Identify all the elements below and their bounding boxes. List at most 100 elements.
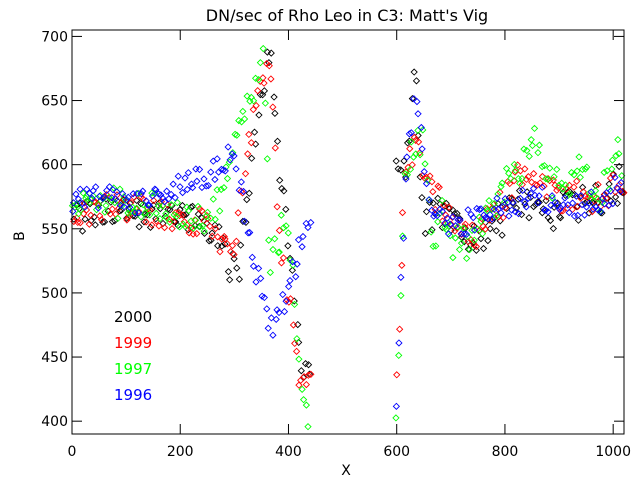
data-point-diamond <box>200 175 208 183</box>
data-point-diamond <box>585 209 593 217</box>
data-point-diamond <box>528 141 537 150</box>
data-point-diamond <box>226 156 234 164</box>
legend-entry-2000: 2000 <box>114 308 152 326</box>
data-point-diamond <box>496 188 504 196</box>
data-point-diamond <box>109 186 117 194</box>
data-point-diamond <box>414 138 423 146</box>
data-point-diamond <box>273 203 281 211</box>
data-point-diamond <box>605 180 613 188</box>
data-point-diamond <box>187 224 195 232</box>
data-point-diamond <box>137 190 145 198</box>
data-point-diamond <box>280 187 288 195</box>
y-tick-label: 500 <box>41 286 68 302</box>
data-point-diamond <box>485 197 493 205</box>
data-point-diamond <box>613 199 622 208</box>
data-point-diamond <box>111 198 119 207</box>
data-point-diamond <box>480 211 488 219</box>
data-point-diamond <box>260 87 269 95</box>
data-point-diamond <box>585 199 593 207</box>
data-point-diamond <box>460 230 468 238</box>
data-point-diamond <box>425 196 433 204</box>
data-point-diamond <box>421 160 429 168</box>
data-point-diamond <box>555 181 563 190</box>
data-point-diamond <box>399 234 408 242</box>
data-point-diamond <box>74 195 83 203</box>
data-point-diamond <box>94 204 102 212</box>
data-point-diamond <box>463 254 471 263</box>
data-point-diamond <box>141 209 149 217</box>
data-point-diamond <box>160 198 169 206</box>
data-point-diamond <box>72 200 81 208</box>
data-point-diamond <box>609 199 617 208</box>
data-point-diamond <box>548 192 556 200</box>
plot-area <box>68 44 628 431</box>
data-point-diamond <box>472 246 480 254</box>
data-point-diamond <box>594 180 602 189</box>
data-point-diamond <box>81 215 89 223</box>
data-point-diamond <box>556 214 565 222</box>
data-point-diamond <box>145 201 153 209</box>
data-point-diamond <box>284 229 292 237</box>
data-point-diamond <box>546 216 555 225</box>
data-point-diamond <box>486 225 494 233</box>
data-point-diamond <box>244 150 252 158</box>
data-point-diamond <box>233 131 241 139</box>
data-point-diamond <box>124 193 132 201</box>
data-point-diamond <box>410 133 419 142</box>
y-tick-label: 700 <box>41 29 68 45</box>
data-point-diamond <box>298 385 306 393</box>
data-point-diamond <box>157 191 165 199</box>
data-point-diamond <box>148 192 157 200</box>
data-point-diamond <box>570 171 578 179</box>
data-point-diamond <box>470 236 478 244</box>
data-point-diamond <box>561 194 569 202</box>
data-point-diamond <box>211 175 219 184</box>
data-point-diamond <box>444 230 453 238</box>
data-point-diamond <box>465 245 474 254</box>
data-point-diamond <box>97 216 106 224</box>
data-point-diamond <box>518 174 526 183</box>
data-point-diamond <box>146 223 155 231</box>
data-point-diamond <box>216 248 224 256</box>
data-point-diamond <box>218 242 226 250</box>
data-point-diamond <box>509 198 517 206</box>
y-axis: 400 450 500 550 600 650 700 <box>41 29 624 430</box>
data-point-diamond <box>78 227 87 235</box>
data-point-diamond <box>243 195 251 204</box>
data-point-diamond <box>540 182 548 190</box>
data-point-diamond <box>244 229 252 237</box>
data-point-diamond <box>159 194 167 202</box>
data-point-diamond <box>219 166 227 174</box>
data-point-diamond <box>438 207 446 216</box>
data-point-diamond <box>85 220 93 228</box>
data-point-diamond <box>505 169 513 177</box>
data-point-diamond <box>185 206 193 215</box>
data-point-diamond <box>402 175 410 183</box>
data-point-diamond <box>139 201 147 209</box>
data-point-diamond <box>302 380 310 389</box>
data-point-diamond <box>120 203 128 211</box>
legend-entry-1996: 1996 <box>114 386 152 404</box>
data-point-diamond <box>72 190 80 198</box>
data-point-diamond <box>408 94 416 103</box>
data-point-diamond <box>406 165 415 173</box>
data-point-diamond <box>472 242 480 251</box>
data-point-diamond <box>273 306 281 314</box>
data-point-diamond <box>269 331 277 339</box>
data-point-diamond <box>188 183 197 192</box>
y-tick-label: 400 <box>41 414 68 430</box>
data-point-diamond <box>148 221 156 229</box>
data-point-diamond <box>152 186 160 194</box>
data-point-diamond <box>206 222 214 230</box>
data-point-diamond <box>265 62 273 70</box>
data-point-diamond <box>246 228 254 237</box>
data-point-diamond <box>583 163 591 171</box>
data-point-diamond <box>263 155 271 163</box>
data-point-diamond <box>102 195 110 203</box>
data-point-diamond <box>531 191 539 199</box>
data-point-diamond <box>544 208 552 216</box>
data-point-diamond <box>504 177 512 186</box>
data-point-diamond <box>422 179 431 188</box>
data-point-diamond <box>189 230 197 238</box>
data-point-diamond <box>198 222 207 230</box>
